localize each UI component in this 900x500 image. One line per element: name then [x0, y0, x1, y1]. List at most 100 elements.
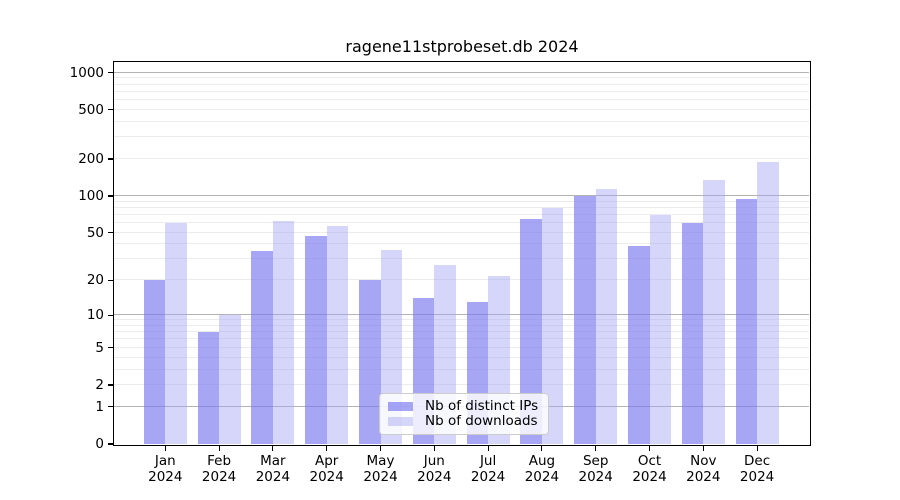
y-tick-label: 1000 — [69, 64, 104, 81]
x-tick-label-dec: Dec 2024 — [739, 453, 775, 485]
bar-distinct-ips-jan — [143, 280, 166, 444]
gridline — [114, 279, 809, 281]
bar-distinct-ips-apr — [305, 235, 327, 444]
x-tick-label-jan: Jan 2024 — [148, 453, 183, 485]
y-tick-label: 50 — [86, 224, 104, 241]
x-tick-mark — [648, 445, 651, 451]
chart-title: ragene11stprobeset.db 2024 — [345, 37, 579, 56]
bar-downloads-mar — [272, 220, 295, 444]
y-tick-mark — [107, 406, 113, 408]
bar-downloads-jan — [165, 223, 187, 444]
gridline — [114, 83, 809, 85]
x-tick-label-oct: Oct 2024 — [632, 453, 667, 485]
y-tick-mark — [107, 443, 113, 445]
y-tick-mark — [107, 109, 113, 111]
bar-downloads-feb — [219, 315, 241, 444]
x-tick-label-may: May 2024 — [363, 453, 398, 485]
gridline — [114, 206, 809, 208]
y-tick-mark — [107, 384, 113, 386]
y-tick-mark — [107, 195, 113, 197]
bar-distinct-ips-nov — [681, 223, 704, 444]
legend-swatch-distinct-ips — [388, 402, 413, 411]
gridline — [114, 243, 809, 245]
x-tick-mark — [272, 445, 274, 451]
bar-downloads-apr — [326, 225, 349, 444]
y-tick-mark — [107, 314, 113, 316]
legend-label: Nb of distinct IPs — [425, 398, 539, 414]
y-tick-label: 100 — [78, 187, 104, 204]
bar-downloads-oct — [649, 214, 671, 444]
gridline — [114, 331, 809, 333]
y-tick-label: 2 — [95, 376, 104, 393]
bar-downloads-dec — [757, 161, 779, 444]
bar-downloads-nov — [703, 179, 725, 444]
gridline — [114, 222, 809, 224]
bar-distinct-ips-sep — [574, 195, 596, 444]
gridline — [114, 319, 809, 321]
bar-downloads-aug — [541, 207, 564, 444]
x-tick-mark — [595, 445, 597, 451]
plot-area — [112, 60, 811, 446]
y-tick-label: 1 — [95, 398, 104, 415]
legend: Nb of distinct IPs Nb of downloads — [379, 393, 549, 435]
gridline — [114, 90, 809, 92]
y-tick-label: 0 — [95, 436, 104, 452]
x-tick-label-mar: Mar 2024 — [255, 453, 291, 485]
y-tick-mark — [107, 279, 113, 281]
y-tick-label: 200 — [78, 150, 104, 167]
gridline — [114, 231, 809, 233]
x-tick-mark — [756, 445, 758, 451]
gridline — [114, 383, 809, 385]
gridline — [114, 346, 809, 348]
x-tick-label-jul: Jul 2024 — [470, 453, 506, 485]
gridline — [114, 324, 809, 326]
y-tick-mark — [107, 347, 113, 349]
bar-downloads-sep — [595, 188, 618, 444]
y-tick-mark — [107, 158, 113, 160]
x-tick-label-jun: Jun 2024 — [417, 453, 452, 485]
gridline — [114, 194, 809, 196]
x-tick-label-feb: Feb 2024 — [201, 453, 237, 485]
gridline — [114, 356, 809, 358]
gridline — [114, 71, 809, 73]
x-tick-mark — [379, 445, 382, 451]
bar-distinct-ips-may — [359, 280, 381, 444]
x-tick-mark — [326, 445, 328, 451]
legend-swatch-downloads — [388, 417, 413, 426]
y-tick-mark — [107, 72, 113, 74]
x-tick-label-apr: Apr 2024 — [309, 453, 344, 485]
bar-distinct-ips-mar — [251, 251, 273, 444]
legend-label: Nb of downloads — [425, 413, 538, 429]
x-tick-mark — [487, 445, 489, 451]
gridline — [114, 338, 809, 340]
y-tick-label: 10 — [86, 307, 104, 324]
y-tick-label: 5 — [95, 339, 104, 356]
legend-item: Nb of downloads — [388, 414, 540, 429]
gridline — [114, 314, 809, 316]
y-tick-label: 20 — [86, 272, 104, 289]
x-tick-mark — [541, 445, 543, 451]
x-tick-mark — [702, 445, 704, 451]
gridline — [114, 136, 809, 138]
gridline — [114, 120, 809, 122]
bar-distinct-ips-aug — [520, 218, 542, 444]
bar-distinct-ips-feb — [197, 332, 220, 444]
x-tick-label-sep: Sep 2024 — [578, 453, 613, 485]
x-tick-mark — [164, 445, 166, 451]
gridline — [114, 213, 809, 215]
gridline — [114, 99, 809, 101]
x-tick-label-nov: Nov 2024 — [686, 453, 721, 485]
gridline — [114, 157, 809, 159]
gridline — [114, 77, 809, 79]
legend-item: Nb of distinct IPs — [388, 399, 540, 414]
gridline — [114, 368, 809, 370]
x-tick-mark — [218, 445, 220, 451]
y-tick-mark — [107, 232, 113, 234]
bar-distinct-ips-oct — [628, 245, 650, 444]
gridline — [114, 200, 809, 202]
x-tick-mark — [433, 445, 435, 451]
gridline — [114, 258, 809, 260]
y-tick-label: 500 — [78, 101, 104, 118]
x-tick-label-aug: Aug 2024 — [524, 453, 560, 485]
